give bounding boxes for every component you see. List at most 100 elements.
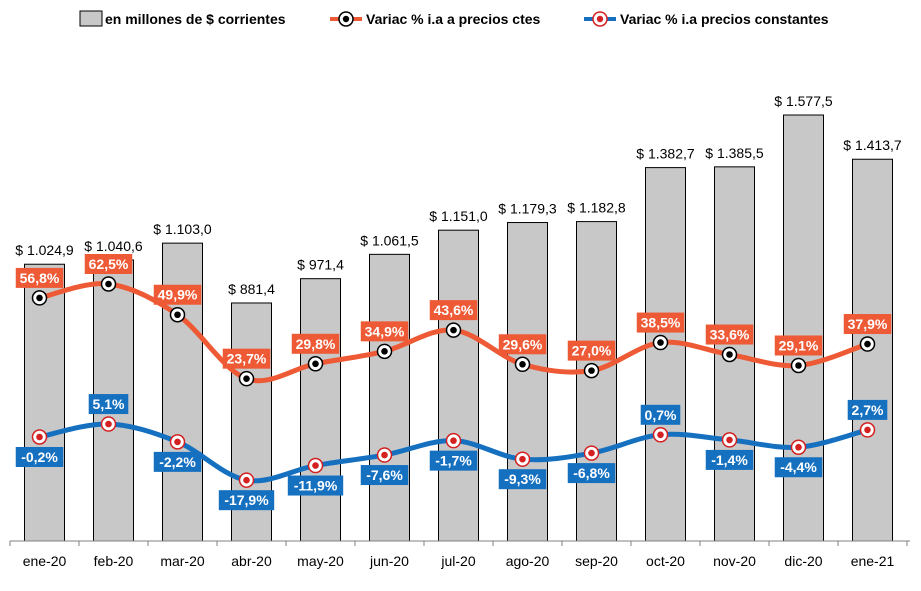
real-marker-core — [174, 438, 181, 446]
x-tick-label: mar-20 — [160, 553, 205, 569]
bar-value-label: $ 1.382,7 — [636, 146, 695, 162]
nominal-label-box — [774, 335, 823, 356]
nominal-value-label: 29,1% — [779, 337, 819, 353]
lines-layer: 56,8% 62,5% 49,9% 23,7% 29,8% 34,9% 43,6% 29,6%… — [15, 254, 892, 511]
nominal-value-label: 37,9% — [848, 316, 888, 332]
real-value-label: -0,2% — [21, 449, 58, 465]
bar — [645, 167, 686, 542]
real-value-label: -9,3% — [504, 471, 541, 487]
real-label-box — [15, 446, 64, 467]
real-value-label: -7,6% — [366, 467, 403, 483]
real-label-box — [153, 451, 202, 472]
legend-item-real: Variac % i.a precios constantes — [584, 11, 829, 27]
nominal-label-box — [843, 314, 892, 335]
nominal-value-label: 49,9% — [158, 287, 198, 303]
nominal-value-label: 38,5% — [641, 315, 681, 331]
x-tick-label: may-20 — [297, 553, 344, 569]
real-value-label: -1,4% — [711, 452, 748, 468]
real-marker-core — [36, 433, 43, 441]
x-tick-label: nov-20 — [713, 553, 756, 569]
real-value-label: -11,9% — [294, 478, 338, 494]
nominal-value-label: 56,8% — [20, 270, 60, 286]
nominal-label-box — [429, 300, 478, 321]
real-label-box — [88, 394, 129, 415]
nominal-value-label: 27,0% — [572, 343, 612, 359]
bar — [369, 253, 410, 542]
legend-item-nominal: Variac % i.a a precios ctes — [330, 11, 541, 27]
x-axis-ticks — [9, 541, 908, 546]
legend-item-bars: en millones de $ corrientes — [79, 10, 286, 27]
nominal-label-box — [636, 312, 685, 333]
real-value-label: 2,7% — [852, 402, 884, 418]
x-tick-label: dic-20 — [784, 553, 822, 569]
bar — [24, 263, 65, 542]
x-tick-label: jul-20 — [440, 553, 475, 569]
nominal-marker-core — [174, 311, 181, 319]
nominal-label-box — [291, 333, 340, 354]
nominal-label-box — [84, 254, 133, 274]
x-tick-label: sep-20 — [575, 553, 618, 569]
real-value-label: 0,7% — [645, 407, 677, 423]
real-value-label: -6,8% — [573, 465, 610, 481]
real-marker-core — [381, 451, 388, 459]
real-label-box — [847, 399, 888, 420]
bar-value-label: $ 881,4 — [228, 281, 275, 297]
real-marker-core — [519, 455, 526, 463]
bar-value-label: $ 1.061,5 — [360, 232, 419, 248]
nominal-marker-core — [726, 351, 733, 358]
bar-value-label: $ 1.182,8 — [567, 200, 626, 216]
x-tick-label: ene-20 — [23, 553, 67, 569]
bar — [576, 221, 617, 542]
nominal-value-label: 29,6% — [503, 336, 543, 352]
legend-label-real: Variac % i.a precios constantes — [620, 11, 829, 27]
nominal-label-box — [153, 284, 202, 305]
x-tick-label: abr-20 — [231, 553, 272, 569]
real-label-box — [640, 404, 681, 425]
nominal-label-box — [360, 321, 409, 342]
bar-value-label: $ 1.040,6 — [84, 238, 143, 254]
real-marker-core — [726, 436, 733, 444]
real-label-box — [218, 490, 275, 511]
bar-value-label: $ 1.103,0 — [153, 221, 212, 237]
nominal-value-label: 43,6% — [434, 302, 474, 318]
real-label-box — [429, 450, 478, 471]
real-marker-core — [864, 426, 871, 434]
real-label-box — [567, 463, 616, 484]
real-value-label: -1,7% — [435, 453, 472, 469]
nominal-marker-core — [105, 280, 112, 288]
x-tick-label: ago-20 — [506, 553, 550, 569]
x-axis-labels: ene-20 feb-20 mar-20 abr-20 may-20 jun-20 jul-… — [23, 553, 895, 569]
real-label-box — [498, 469, 547, 490]
nominal-marker-core — [381, 348, 388, 355]
real-marker-core — [312, 462, 319, 469]
bar — [852, 158, 893, 542]
nominal-marker-core — [312, 360, 319, 368]
nominal-marker-core — [588, 367, 595, 374]
nominal-marker-core — [36, 294, 43, 302]
real-marker-core — [588, 449, 595, 457]
bar-value-label: $ 1.413,7 — [843, 137, 902, 153]
nominal-marker-core — [864, 340, 871, 348]
legend-marker-nominal-core — [342, 15, 350, 23]
nominal-label-box — [498, 334, 547, 355]
bar-value-label: $ 1.385,5 — [705, 145, 764, 161]
bar-value-label: $ 971,4 — [297, 257, 344, 273]
nominal-marker-core — [243, 375, 250, 382]
bar — [300, 278, 341, 542]
x-tick-label: jun-20 — [369, 553, 409, 569]
real-marker-core — [450, 437, 457, 444]
nominal-marker-core — [795, 362, 802, 369]
legend-label-bars: en millones de $ corrientes — [105, 11, 286, 27]
x-tick-label: ene-21 — [851, 553, 895, 569]
nominal-value-label: 29,8% — [296, 336, 336, 352]
nominal-label-box — [15, 267, 64, 288]
legend-swatch-bars — [79, 10, 103, 27]
nominal-value-label: 62,5% — [89, 256, 129, 272]
legend-label-nominal: Variac % i.a a precios ctes — [366, 11, 541, 27]
bar — [438, 229, 479, 542]
nominal-value-label: 23,7% — [227, 351, 267, 367]
real-marker-core — [243, 476, 250, 484]
real-label-box — [705, 449, 754, 470]
real-label-box — [287, 475, 344, 496]
